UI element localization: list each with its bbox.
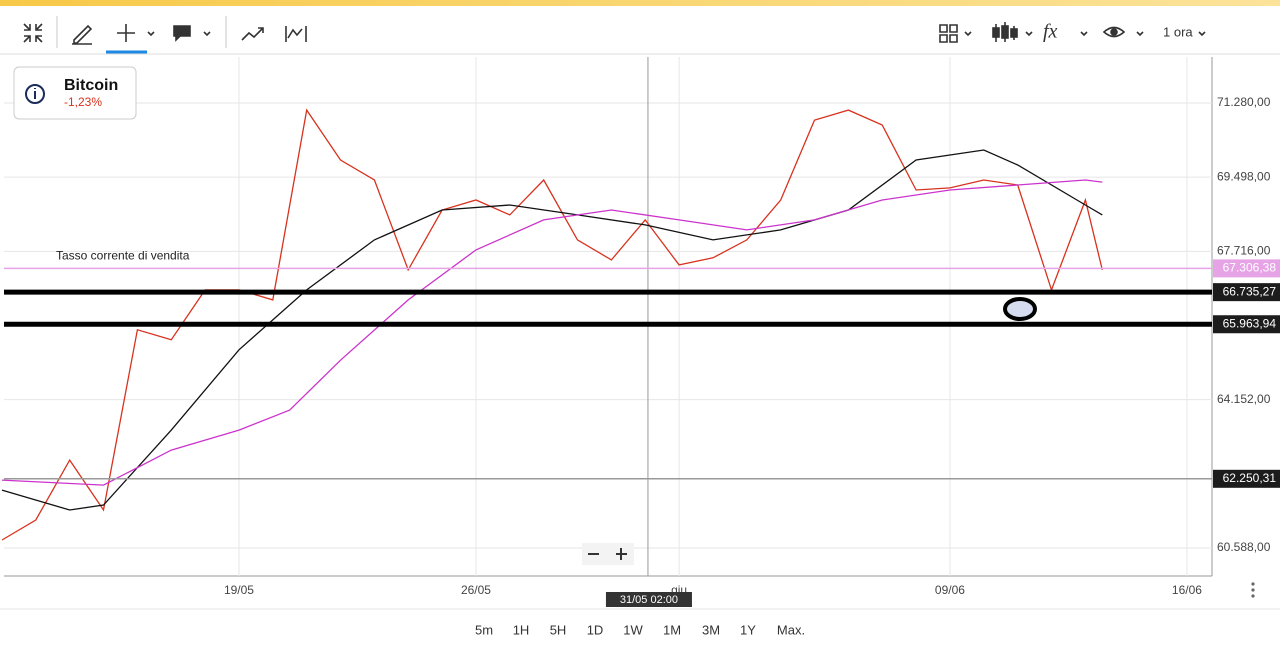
price-tag	[1213, 469, 1280, 488]
indicator-icon[interactable]	[285, 26, 307, 42]
price-line	[1, 179, 1103, 486]
range-button[interactable]: 1Y	[740, 622, 756, 637]
price-tag-label: 67.306,38	[1223, 261, 1277, 275]
zoom-controls[interactable]	[582, 543, 634, 565]
crosshair-tag	[605, 592, 692, 607]
dropdown[interactable]	[203, 31, 211, 37]
price-tag-label: 62.250,31	[1223, 471, 1277, 485]
range-button[interactable]: 1M	[663, 622, 681, 637]
range-button[interactable]: 1H	[513, 622, 530, 637]
collapse-icon[interactable]	[23, 23, 43, 43]
info-box: Bitcoin -1,23%	[13, 66, 137, 120]
x-tick-label: 09/06	[935, 583, 965, 597]
asset-name: Bitcoin	[64, 77, 118, 94]
svg-text:fx: fx	[1043, 21, 1058, 43]
trend-icon[interactable]	[241, 27, 264, 41]
price-tag-label: 66.735,27	[1223, 284, 1277, 298]
y-tick-label: 60.588,00	[1217, 540, 1271, 554]
range-button[interactable]: 1D	[587, 622, 604, 637]
comment-icon[interactable]	[173, 25, 191, 42]
layout-icon[interactable]	[939, 24, 958, 43]
asset-change: -1,23%	[64, 95, 102, 109]
level-name: Tasso corrente di vendita	[56, 249, 190, 263]
x-tick-label: 19/05	[224, 583, 254, 597]
highlight-circle	[1003, 297, 1037, 321]
eye-icon[interactable]	[1102, 26, 1126, 38]
range-button[interactable]: 1W	[623, 622, 643, 637]
toolbar: fx	[23, 16, 1206, 54]
y-tick-label: 67.716,00	[1217, 243, 1271, 257]
range-button[interactable]: Max.	[777, 622, 805, 637]
range-button[interactable]: 5m	[475, 622, 493, 637]
draw-icon[interactable]	[72, 24, 93, 45]
interval[interactable]: 1 ora	[1163, 24, 1193, 39]
crosshair-label: 31/05 02:00	[620, 594, 678, 606]
crosshair-icon[interactable]	[117, 24, 135, 42]
price-tag-label: 65.963,94	[1223, 316, 1277, 330]
price-line	[1, 108, 1103, 541]
price-tag	[1213, 315, 1280, 334]
y-tick-label: 71.280,00	[1217, 95, 1271, 109]
dropdown[interactable]	[147, 31, 155, 37]
settings[interactable]	[1251, 582, 1255, 598]
top-bar	[0, 0, 1280, 6]
x-tick-label: 26/05	[461, 583, 491, 597]
y-tick-label: 64.152,00	[1217, 392, 1271, 406]
x-tick-label: 16/06	[1172, 583, 1202, 597]
range-button[interactable]: 5H	[550, 622, 567, 637]
price-tag	[1213, 259, 1280, 278]
range-button[interactable]: 3M	[702, 622, 720, 637]
price-line	[1, 149, 1103, 511]
y-tick-label: 69.498,00	[1217, 169, 1271, 183]
price-tag	[1213, 283, 1280, 302]
